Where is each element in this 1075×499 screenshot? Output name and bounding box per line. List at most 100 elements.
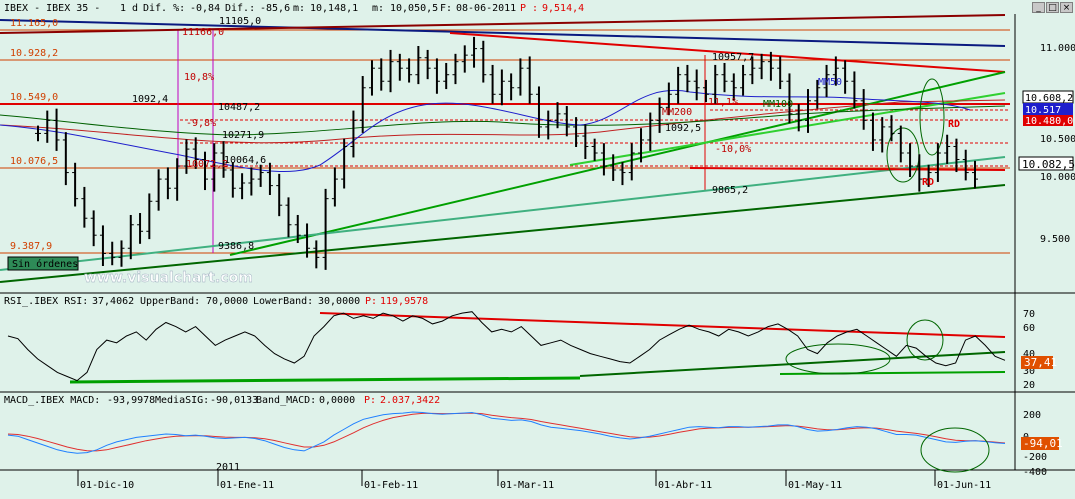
ohlc-bar: [192, 137, 199, 169]
macd-badge-bg: [1021, 437, 1059, 450]
ohlc-bar: [81, 186, 88, 228]
ohlc-bar: [712, 64, 719, 104]
ohlc-bar: [573, 117, 580, 147]
ann-1092-5: 1092,5: [665, 123, 701, 134]
ann-9865: 9865,2: [712, 185, 748, 196]
date-value: 08-06-2011: [456, 3, 516, 14]
close-button[interactable]: ×: [1060, 2, 1073, 13]
ohlc-bar: [406, 58, 413, 83]
maximize-button[interactable]: □: [1046, 2, 1059, 13]
ann-9386: 9386,8: [218, 241, 254, 252]
ohlc-bar: [72, 162, 79, 207]
ohlc-bar: [368, 60, 375, 96]
ohlc-bar: [517, 58, 524, 96]
ohlc-bar: [62, 132, 69, 186]
y-tick-9500: 9.500: [1040, 234, 1070, 245]
rsi-trend-green-2: [779, 371, 1006, 375]
ann-11166: 11166,0: [182, 27, 224, 38]
divergence-ellipse-2: [919, 78, 945, 156]
rsi-trend-darkgreen: [579, 351, 1006, 377]
price-labels: 11.165,0 10.928,2 10.549,0 10.076,5 9.38…: [10, 18, 58, 252]
ohlc-bar: [220, 141, 227, 178]
minimize-button[interactable]: _: [1032, 2, 1045, 13]
ohlc-bar: [851, 71, 858, 109]
x-axis: 2011 01-Dic-10 01-Ene-11 01-Feb-11 01-Mar-1…: [77, 462, 991, 491]
rsi-header: RSI_.IBEX RSI: 37,4062 UpperBand: 70,000…: [4, 296, 428, 307]
ohlc-bar: [721, 62, 728, 93]
ann-11105: 11105,0: [219, 16, 261, 27]
ann-10064: 10064,6: [224, 155, 266, 166]
mm100-curve: [0, 105, 1006, 136]
ohlc-bar: [972, 160, 978, 189]
ohlc-bar: [443, 62, 450, 90]
macd-tick-200: 200: [1023, 410, 1041, 421]
ohlc-bar: [554, 102, 561, 129]
macd-y-axis: 200 0 -200 -400 -94,01: [1021, 410, 1063, 478]
ohlc-bar: [749, 56, 756, 85]
label-9387: 9.387,9: [10, 241, 52, 252]
ohlc-bar: [359, 76, 366, 133]
ohlc-bar: [508, 73, 515, 101]
ohlc-bar: [535, 86, 542, 138]
trend-teal: [0, 156, 1006, 271]
ohlc-bar: [99, 225, 106, 266]
x-tick-label: 01-Mar-11: [500, 480, 554, 491]
rsi-badge-bg: [1021, 356, 1053, 369]
ohlc-bar: [471, 36, 478, 68]
rsi-trend-lines: [69, 312, 1006, 384]
date-label: F:: [440, 3, 452, 14]
ann-1092-4: 1092,4: [132, 94, 168, 105]
ohlc-bar: [934, 143, 941, 182]
ohlc-bar: [767, 51, 774, 81]
ohlc-bar: [907, 143, 914, 178]
sin-ordenes-badge: Sin órdenes: [7, 256, 79, 271]
x-tick-label: 01-Ene-11: [220, 480, 274, 491]
ohlc-bar: [378, 58, 385, 91]
label-10076: 10.076,5: [10, 156, 58, 167]
ohlc-bar: [480, 40, 487, 83]
ohlc-bar: [331, 167, 338, 207]
rsi-p-value: 119,9578: [380, 296, 428, 307]
rsi-tick-70: 70: [1023, 309, 1035, 320]
rsi-tick-40: 40: [1023, 349, 1035, 360]
ohlc-bar: [489, 64, 496, 104]
x-tick-label: 01-Abr-11: [658, 480, 712, 491]
ticker-title: IBEX - IBEX 35 -: [4, 3, 100, 14]
ohlc-bar: [693, 69, 700, 101]
trend-red-support: [689, 167, 1006, 171]
price-header: IBEX - IBEX 35 - 1 d Dif. %: -0,84 Dif.:…: [4, 3, 584, 14]
ohlc-bar: [44, 110, 51, 143]
macd-signal-value: -90,0133: [210, 395, 258, 406]
ann-minus-9-8pct: -9,8%: [186, 118, 216, 129]
ohlc-bar: [702, 79, 709, 103]
ohlc-bar: [53, 108, 60, 151]
ohlc-bar: [313, 240, 320, 269]
macd-tick-minus400: -400: [1023, 467, 1047, 478]
ohlc-bar: [461, 45, 468, 73]
ohlc-bar: [823, 64, 830, 98]
ohlc-bar: [777, 56, 784, 90]
ohlc-bar: [118, 240, 125, 267]
ohlc-bar: [860, 89, 867, 130]
x-tick-label: 01-Jun-11: [937, 480, 991, 491]
trend-blue-top: [0, 19, 1006, 47]
ohlc-bar: [805, 89, 812, 133]
ann-mm200: MM200: [662, 107, 692, 118]
ann-10487: 10487,2: [218, 102, 260, 113]
watermark: www.visualchart.com: [84, 270, 253, 286]
trend-green-2: [569, 92, 1006, 166]
sin-ordenes-bg: [7, 256, 79, 271]
rsi-tick-30: 30: [1023, 366, 1035, 377]
ann-10271: 10271,9: [222, 130, 264, 141]
ohlc-bar: [925, 164, 932, 187]
badge-10517-bg: [1023, 103, 1073, 115]
badge-10082: 10.082,5: [1022, 158, 1075, 171]
rsi-line: [7, 311, 1006, 382]
ann-mm50: MM50: [818, 77, 842, 88]
f-value: 10,050,5: [390, 3, 438, 14]
ohlc-bar: [137, 213, 144, 244]
macd-band-value: 0,0000: [319, 395, 355, 406]
ohlc-bar: [758, 53, 765, 80]
